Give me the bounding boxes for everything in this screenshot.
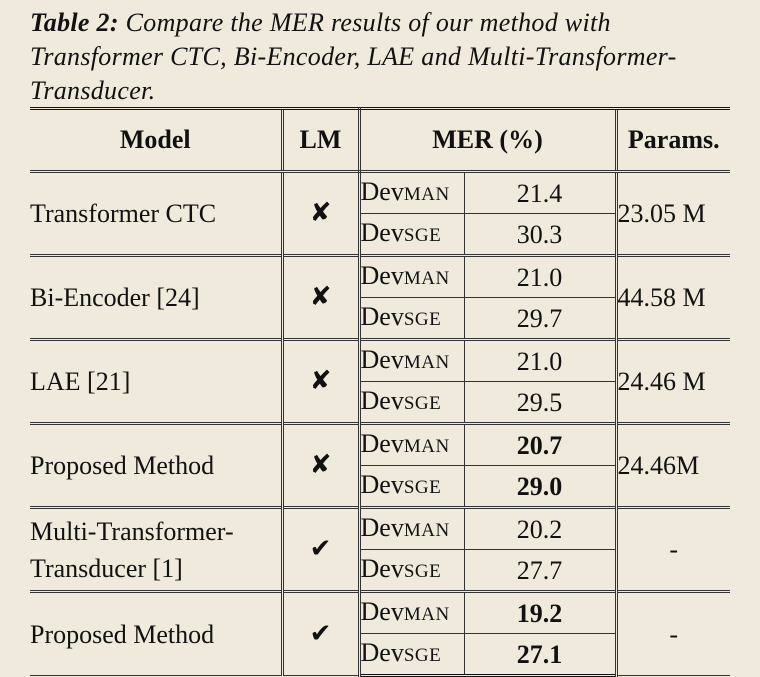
lm-check-icon: ✔ bbox=[280, 506, 361, 592]
table-row: DevSGE 29.5 bbox=[30, 381, 730, 424]
lm-check-icon: ✔ bbox=[280, 590, 361, 676]
dev-man-label: DevMAN bbox=[358, 590, 465, 634]
header-row: Model LM MER (%) Params. bbox=[30, 107, 731, 173]
table-row: DevSGE 30.3 bbox=[30, 213, 730, 256]
model-name: LAE [21] bbox=[30, 338, 283, 424]
header-lm: LM bbox=[280, 107, 361, 173]
params-value: 23.05 M bbox=[614, 170, 731, 256]
dev-man-value: 21.0 bbox=[463, 338, 617, 382]
dev-sge-label: DevSGE bbox=[358, 465, 465, 508]
params-value: - bbox=[614, 506, 731, 592]
dev-sge-value: 29.7 bbox=[463, 297, 617, 340]
table-row: Proposed Method ✘ DevMAN 20.7 24.46M bbox=[30, 422, 731, 508]
table-row: DevSGE 27.7 bbox=[30, 549, 730, 592]
lm-cross-icon: ✘ bbox=[280, 338, 361, 424]
model-name: Proposed Method bbox=[30, 590, 283, 676]
dev-sge-value: 29.0 bbox=[463, 465, 617, 508]
caption-text: Compare the MER results of our method wi… bbox=[30, 8, 677, 105]
params-value: - bbox=[614, 590, 731, 676]
header-mer: MER (%) bbox=[358, 107, 617, 173]
dev-man-label: DevMAN bbox=[358, 254, 465, 298]
params-value: 24.46M bbox=[614, 422, 731, 508]
dev-sge-label: DevSGE bbox=[358, 549, 465, 592]
dev-man-value: 21.0 bbox=[463, 254, 617, 298]
dev-man-value: 21.4 bbox=[463, 170, 617, 214]
model-name: Transformer CTC bbox=[30, 170, 283, 256]
table-row: Bi-Encoder [24] ✘ DevMAN 21.0 44.58 M bbox=[30, 254, 731, 340]
table-caption: Table 2: Compare the MER results of our … bbox=[30, 6, 740, 108]
dev-man-value: 20.2 bbox=[463, 506, 617, 550]
table-row: DevSGE 29.0 bbox=[30, 465, 730, 508]
dev-man-label: DevMAN bbox=[358, 506, 465, 550]
model-name: Multi-Transformer- Transducer [1] bbox=[30, 506, 283, 592]
table-row: LAE [21] ✘ DevMAN 21.0 24.46 M bbox=[30, 338, 731, 424]
header-params: Params. bbox=[614, 107, 731, 173]
lm-cross-icon: ✘ bbox=[280, 422, 361, 508]
dev-sge-label: DevSGE bbox=[358, 297, 465, 340]
mer-results-table: Model LM MER (%) Params. Transformer CTC… bbox=[30, 107, 731, 677]
table-row: Multi-Transformer- Transducer [1] ✔ DevMA… bbox=[30, 506, 731, 592]
lm-cross-icon: ✘ bbox=[280, 254, 361, 340]
page: Table 2: Compare the MER results of our … bbox=[30, 6, 740, 677]
dev-man-value: 20.7 bbox=[463, 422, 617, 466]
model-name: Proposed Method bbox=[30, 422, 283, 508]
dev-man-value: 19.2 bbox=[463, 590, 617, 634]
dev-man-label: DevMAN bbox=[358, 422, 465, 466]
dev-sge-value: 29.5 bbox=[463, 381, 617, 424]
params-value: 44.58 M bbox=[614, 254, 731, 340]
dev-sge-label: DevSGE bbox=[358, 213, 465, 256]
header-model: Model bbox=[30, 107, 283, 173]
params-value: 24.46 M bbox=[614, 338, 731, 424]
lm-cross-icon: ✘ bbox=[280, 170, 361, 256]
table-row: DevSGE 29.7 bbox=[30, 297, 730, 340]
caption-label: Table 2: bbox=[30, 8, 119, 37]
dev-man-label: DevMAN bbox=[358, 170, 465, 214]
dev-man-label: DevMAN bbox=[358, 338, 465, 382]
model-name: Bi-Encoder [24] bbox=[30, 254, 283, 340]
dev-sge-value: 30.3 bbox=[463, 213, 617, 256]
dev-sge-label: DevSGE bbox=[358, 381, 465, 424]
table-row: Transformer CTC ✘ DevMAN 21.4 23.05 M bbox=[30, 170, 731, 256]
table-row: Proposed Method ✔ DevMAN 19.2 - bbox=[30, 590, 731, 676]
dev-sge-value: 27.7 bbox=[463, 549, 617, 592]
